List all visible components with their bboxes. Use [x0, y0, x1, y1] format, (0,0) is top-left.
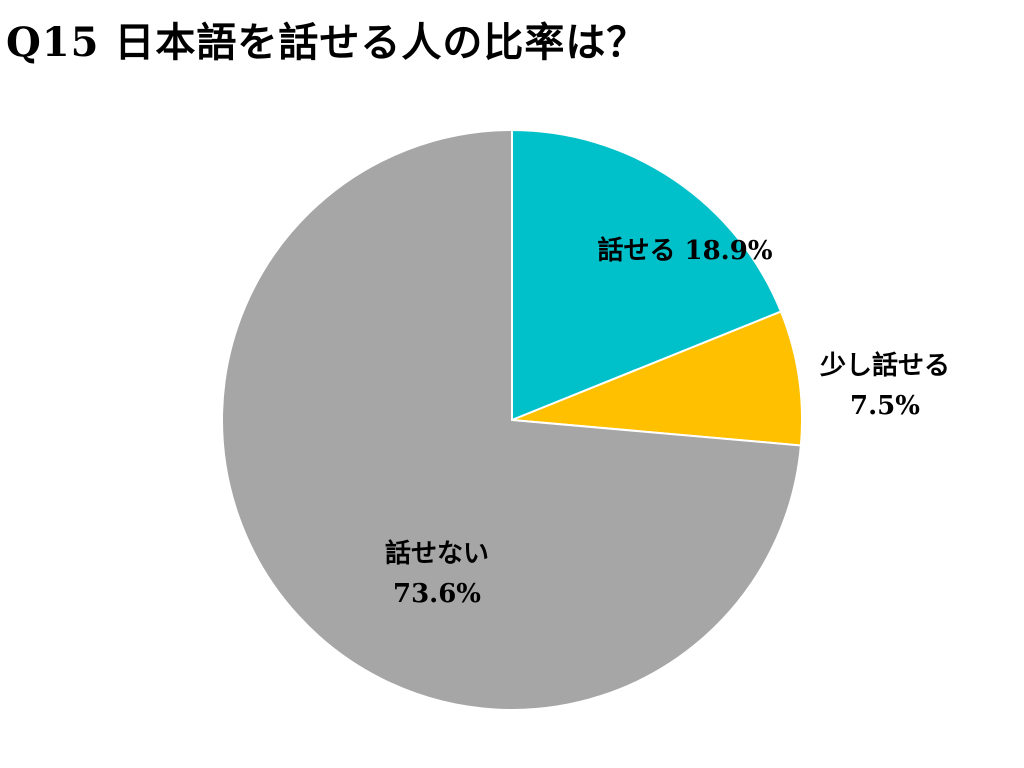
slice-label-sukoshi-hanaseru: 少し話せる 7.5%: [819, 350, 950, 421]
pie-slice-sukoshi-hanaseru: [511, 310, 803, 447]
slice-label-name: 少し話せる: [819, 350, 950, 381]
slice-label-value: 73.6%: [393, 579, 481, 609]
chart-title: Q15 日本語を話せる人の比率は？: [6, 19, 648, 66]
slice-label-value: 7.5%: [850, 391, 920, 421]
pie-slice-hanasenai: [221, 128, 802, 711]
slice-label-name: 話せない: [385, 538, 489, 569]
slice-label-hanasenai: 話せない 73.6%: [385, 538, 489, 609]
slice-label-hanaseru: 話せる 18.9%: [597, 235, 772, 266]
pie-slice-hanaseru: [511, 128, 783, 422]
